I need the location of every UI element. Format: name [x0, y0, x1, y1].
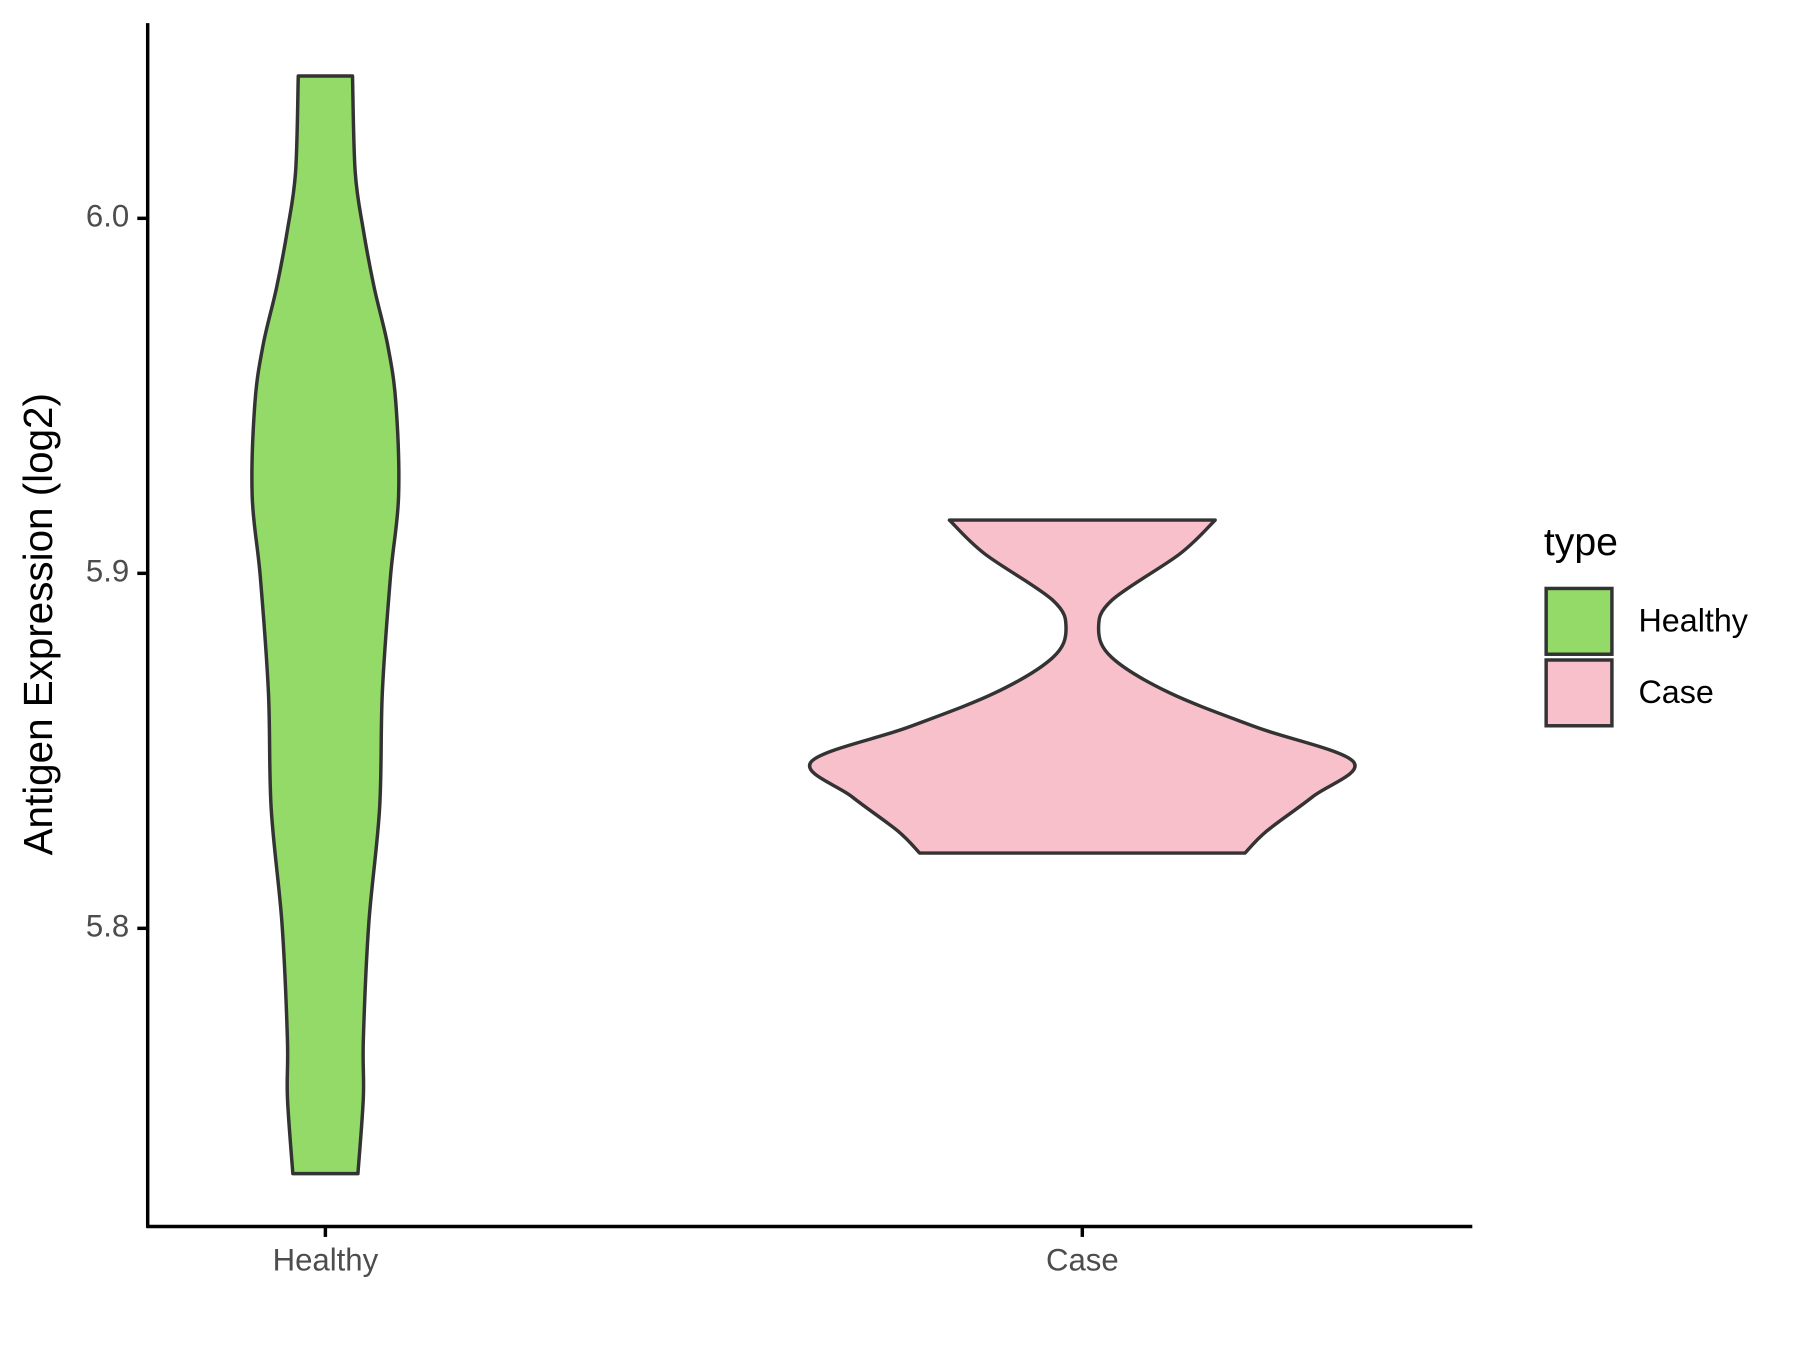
- legend-title: type: [1544, 520, 1618, 564]
- violin: [250, 74, 401, 1176]
- y-axis-label: Antigen Expression (log2): [15, 393, 61, 855]
- x-tick-label: Case: [1046, 1243, 1119, 1278]
- violin: [807, 518, 1357, 855]
- y-tick-label: 5.8: [86, 909, 129, 944]
- x-tick-label: Healthy: [273, 1243, 379, 1278]
- legend-label: Healthy: [1638, 603, 1748, 639]
- y-tick-label: 5.9: [86, 554, 129, 589]
- legend-label: Case: [1638, 674, 1713, 710]
- y-tick-label: 6.0: [86, 199, 129, 234]
- legend-key: [1544, 586, 1614, 656]
- legend-key: [1544, 658, 1614, 728]
